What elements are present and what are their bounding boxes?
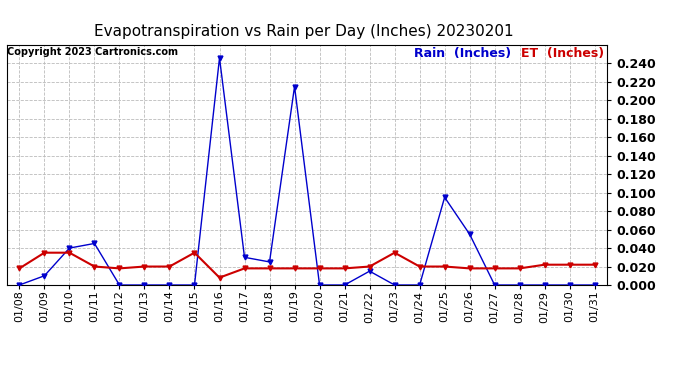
Text: Evapotranspiration vs Rain per Day (Inches) 20230201: Evapotranspiration vs Rain per Day (Inch… (94, 24, 513, 39)
Text: Rain  (Inches): Rain (Inches) (414, 47, 511, 60)
Text: ET  (Inches): ET (Inches) (521, 47, 604, 60)
Text: Copyright 2023 Cartronics.com: Copyright 2023 Cartronics.com (7, 47, 178, 57)
